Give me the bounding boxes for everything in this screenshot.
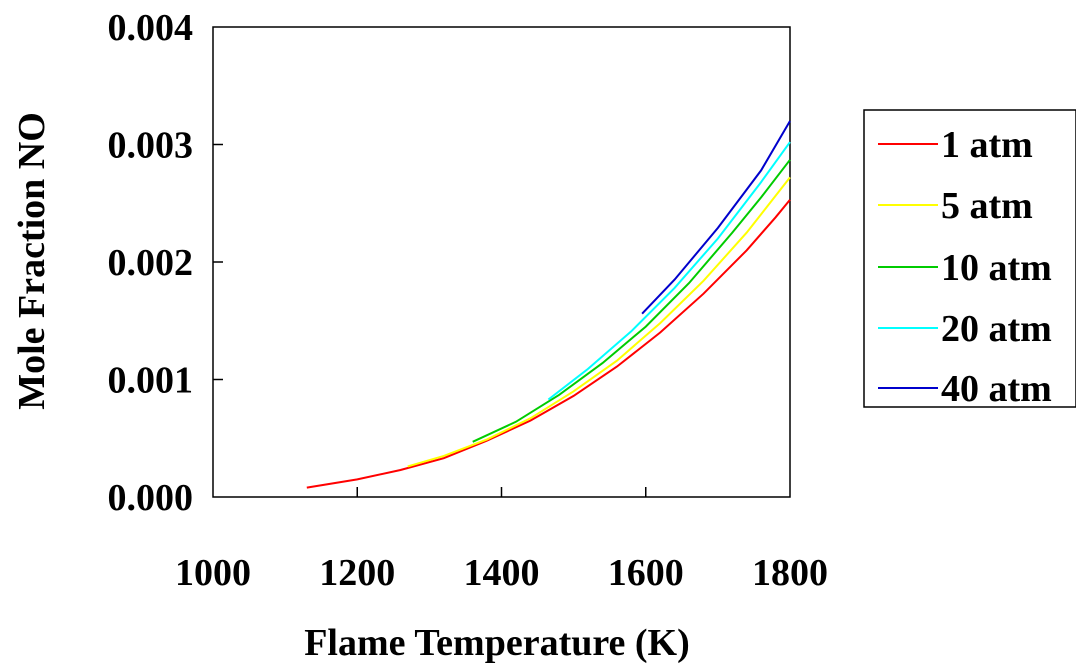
y-tick-label: 0.002: [108, 242, 194, 284]
y-tick-label: 0.004: [108, 7, 194, 49]
y-tick-label: 0.001: [108, 360, 194, 402]
legend-label: 1 atm: [941, 124, 1033, 166]
y-tick-label: 0.003: [108, 125, 194, 167]
y-axis: 0.000 0.001 0.002 0.003 0.004: [108, 7, 223, 519]
series-line-5-atm: [407, 176, 791, 468]
plot-area: [212, 26, 791, 498]
x-tick-label: 1000: [175, 552, 251, 594]
legend-label: 40 atm: [941, 368, 1052, 410]
legend-label: 10 atm: [941, 247, 1052, 289]
legend-label: 5 atm: [941, 185, 1033, 227]
series-line-20-atm: [547, 141, 791, 401]
x-tick-label: 1600: [608, 552, 684, 594]
x-axis-title: Flame Temperature (K): [304, 622, 690, 664]
y-tick-label: 0.000: [108, 477, 194, 519]
x-tick-label: 1200: [319, 552, 395, 594]
legend: 1 atm 5 atm 10 atm 20 atm 40 atm: [863, 109, 1076, 410]
series-lines: [306, 120, 791, 489]
series-line-10-atm: [472, 159, 791, 443]
legend-label: 20 atm: [941, 308, 1052, 350]
series-line-40-atm: [641, 120, 791, 315]
series-line-1-atm: [306, 199, 791, 489]
x-tick-label: 1400: [464, 552, 540, 594]
y-axis-title: Mole Fraction NO: [11, 112, 53, 410]
legend-box: [863, 109, 1076, 408]
x-tick-label: 1800: [752, 552, 828, 594]
x-axis: 1000 1200 1400 1600 1800: [175, 487, 828, 594]
plot-border: [212, 26, 791, 498]
